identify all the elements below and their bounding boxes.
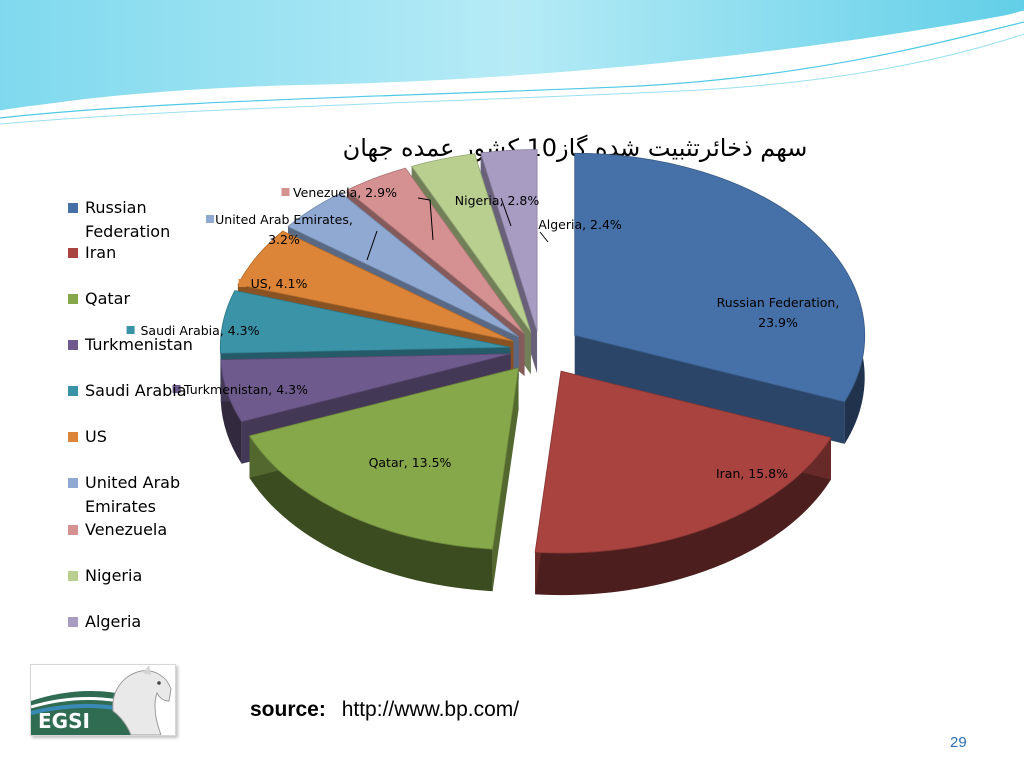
data-label-united-arab-emirates: United Arab Emirates, 3.2% <box>215 212 353 247</box>
horse-logo-icon <box>31 665 172 735</box>
logo-text: EGSI <box>38 709 90 733</box>
legend-label: US <box>85 427 107 446</box>
pie-slice-saudi-arabia <box>219 290 511 354</box>
legend-label: United Arab Emirates <box>85 473 181 516</box>
pie-slice-side-iran <box>535 437 831 596</box>
source-label: source: <box>250 698 326 721</box>
pie-slice-side-turkmenistan <box>220 359 242 464</box>
legend-swatch <box>68 340 78 350</box>
legend-swatch <box>68 525 78 535</box>
leader-line-2 <box>500 197 512 227</box>
legend-label: Algeria <box>85 612 142 631</box>
pie-slice-wall-qatar-0 <box>492 367 519 592</box>
data-label-saudi-arabia: Saudi Arabia, 4.3% <box>140 323 259 338</box>
legend-label: Turkmenistan <box>85 335 193 354</box>
pie-slice-wall-russian-federation-1 <box>574 335 845 444</box>
data-label-marker-nigeria <box>440 196 449 204</box>
legend-label: Iran <box>85 243 117 262</box>
page-number: 29 <box>950 734 967 751</box>
data-label-marker-saudi-arabia <box>126 326 135 334</box>
pie-slice-side-qatar <box>249 435 493 592</box>
leader-line-1 <box>417 197 434 241</box>
leader-line-0 <box>366 230 378 261</box>
pie-slice-us <box>237 230 514 342</box>
legend-label: Venezuela <box>85 520 168 539</box>
data-label-marker-algeria <box>523 220 532 228</box>
data-label-turkmenistan: Turkmenistan, 4.3% <box>183 382 308 397</box>
header-wave-decoration <box>0 0 1024 125</box>
pie-slice-algeria <box>480 149 538 332</box>
pie-slice-united-arab-emirates <box>287 192 519 338</box>
source-line: source: http://www.bp.com/ <box>250 698 519 722</box>
pie-slice-qatar <box>248 367 520 550</box>
legend-label: Saudi Arabia <box>85 381 187 400</box>
data-label-us: US, 4.1% <box>251 276 308 291</box>
pie-slice-venezuela <box>346 167 525 335</box>
source-link[interactable]: http://www.bp.com/ <box>341 698 520 721</box>
legend-label: Qatar <box>85 289 131 308</box>
data-label-russian-federation: Russian Federation, 23.9% <box>717 295 840 330</box>
legend-swatch <box>68 248 78 258</box>
legend-swatch <box>68 432 78 442</box>
legend-swatch <box>68 571 78 581</box>
data-label-marker-us <box>238 279 247 287</box>
data-label-marker-venezuela <box>281 188 290 196</box>
legend-swatch <box>68 386 78 396</box>
data-label-qatar: Qatar, 13.5% <box>369 455 452 470</box>
data-label-marker-united-arab-emirates <box>206 215 214 223</box>
legend-label: Russian Federation <box>85 198 171 241</box>
legend-swatch <box>68 203 78 213</box>
pie-slice-iran <box>534 370 832 554</box>
legend-swatch <box>68 478 78 488</box>
data-label-iran: Iran, 15.8% <box>716 466 788 481</box>
legend-swatch <box>68 617 78 627</box>
data-label-algeria: Algeria, 2.4% <box>538 217 622 232</box>
pie-slice-turkmenistan <box>220 353 511 423</box>
data-label-nigeria: Nigeria, 2.8% <box>455 193 540 208</box>
egsi-logo: EGSI <box>30 664 176 736</box>
leader-line-3 <box>539 231 549 243</box>
data-label-venezuela: Venezuela, 2.9% <box>293 185 397 200</box>
legend-label: Nigeria <box>85 566 143 585</box>
pie-slice-russian-federation <box>574 152 866 403</box>
data-label-marker-turkmenistan <box>172 385 181 393</box>
legend-swatch <box>68 294 78 304</box>
